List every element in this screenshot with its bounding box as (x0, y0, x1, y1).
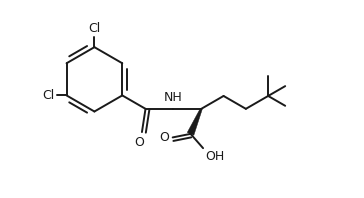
Text: O: O (134, 136, 144, 149)
Polygon shape (187, 109, 202, 135)
Text: NH: NH (164, 91, 183, 104)
Text: Cl: Cl (88, 22, 100, 35)
Text: OH: OH (205, 150, 224, 163)
Text: O: O (159, 131, 169, 144)
Text: Cl: Cl (43, 89, 55, 102)
